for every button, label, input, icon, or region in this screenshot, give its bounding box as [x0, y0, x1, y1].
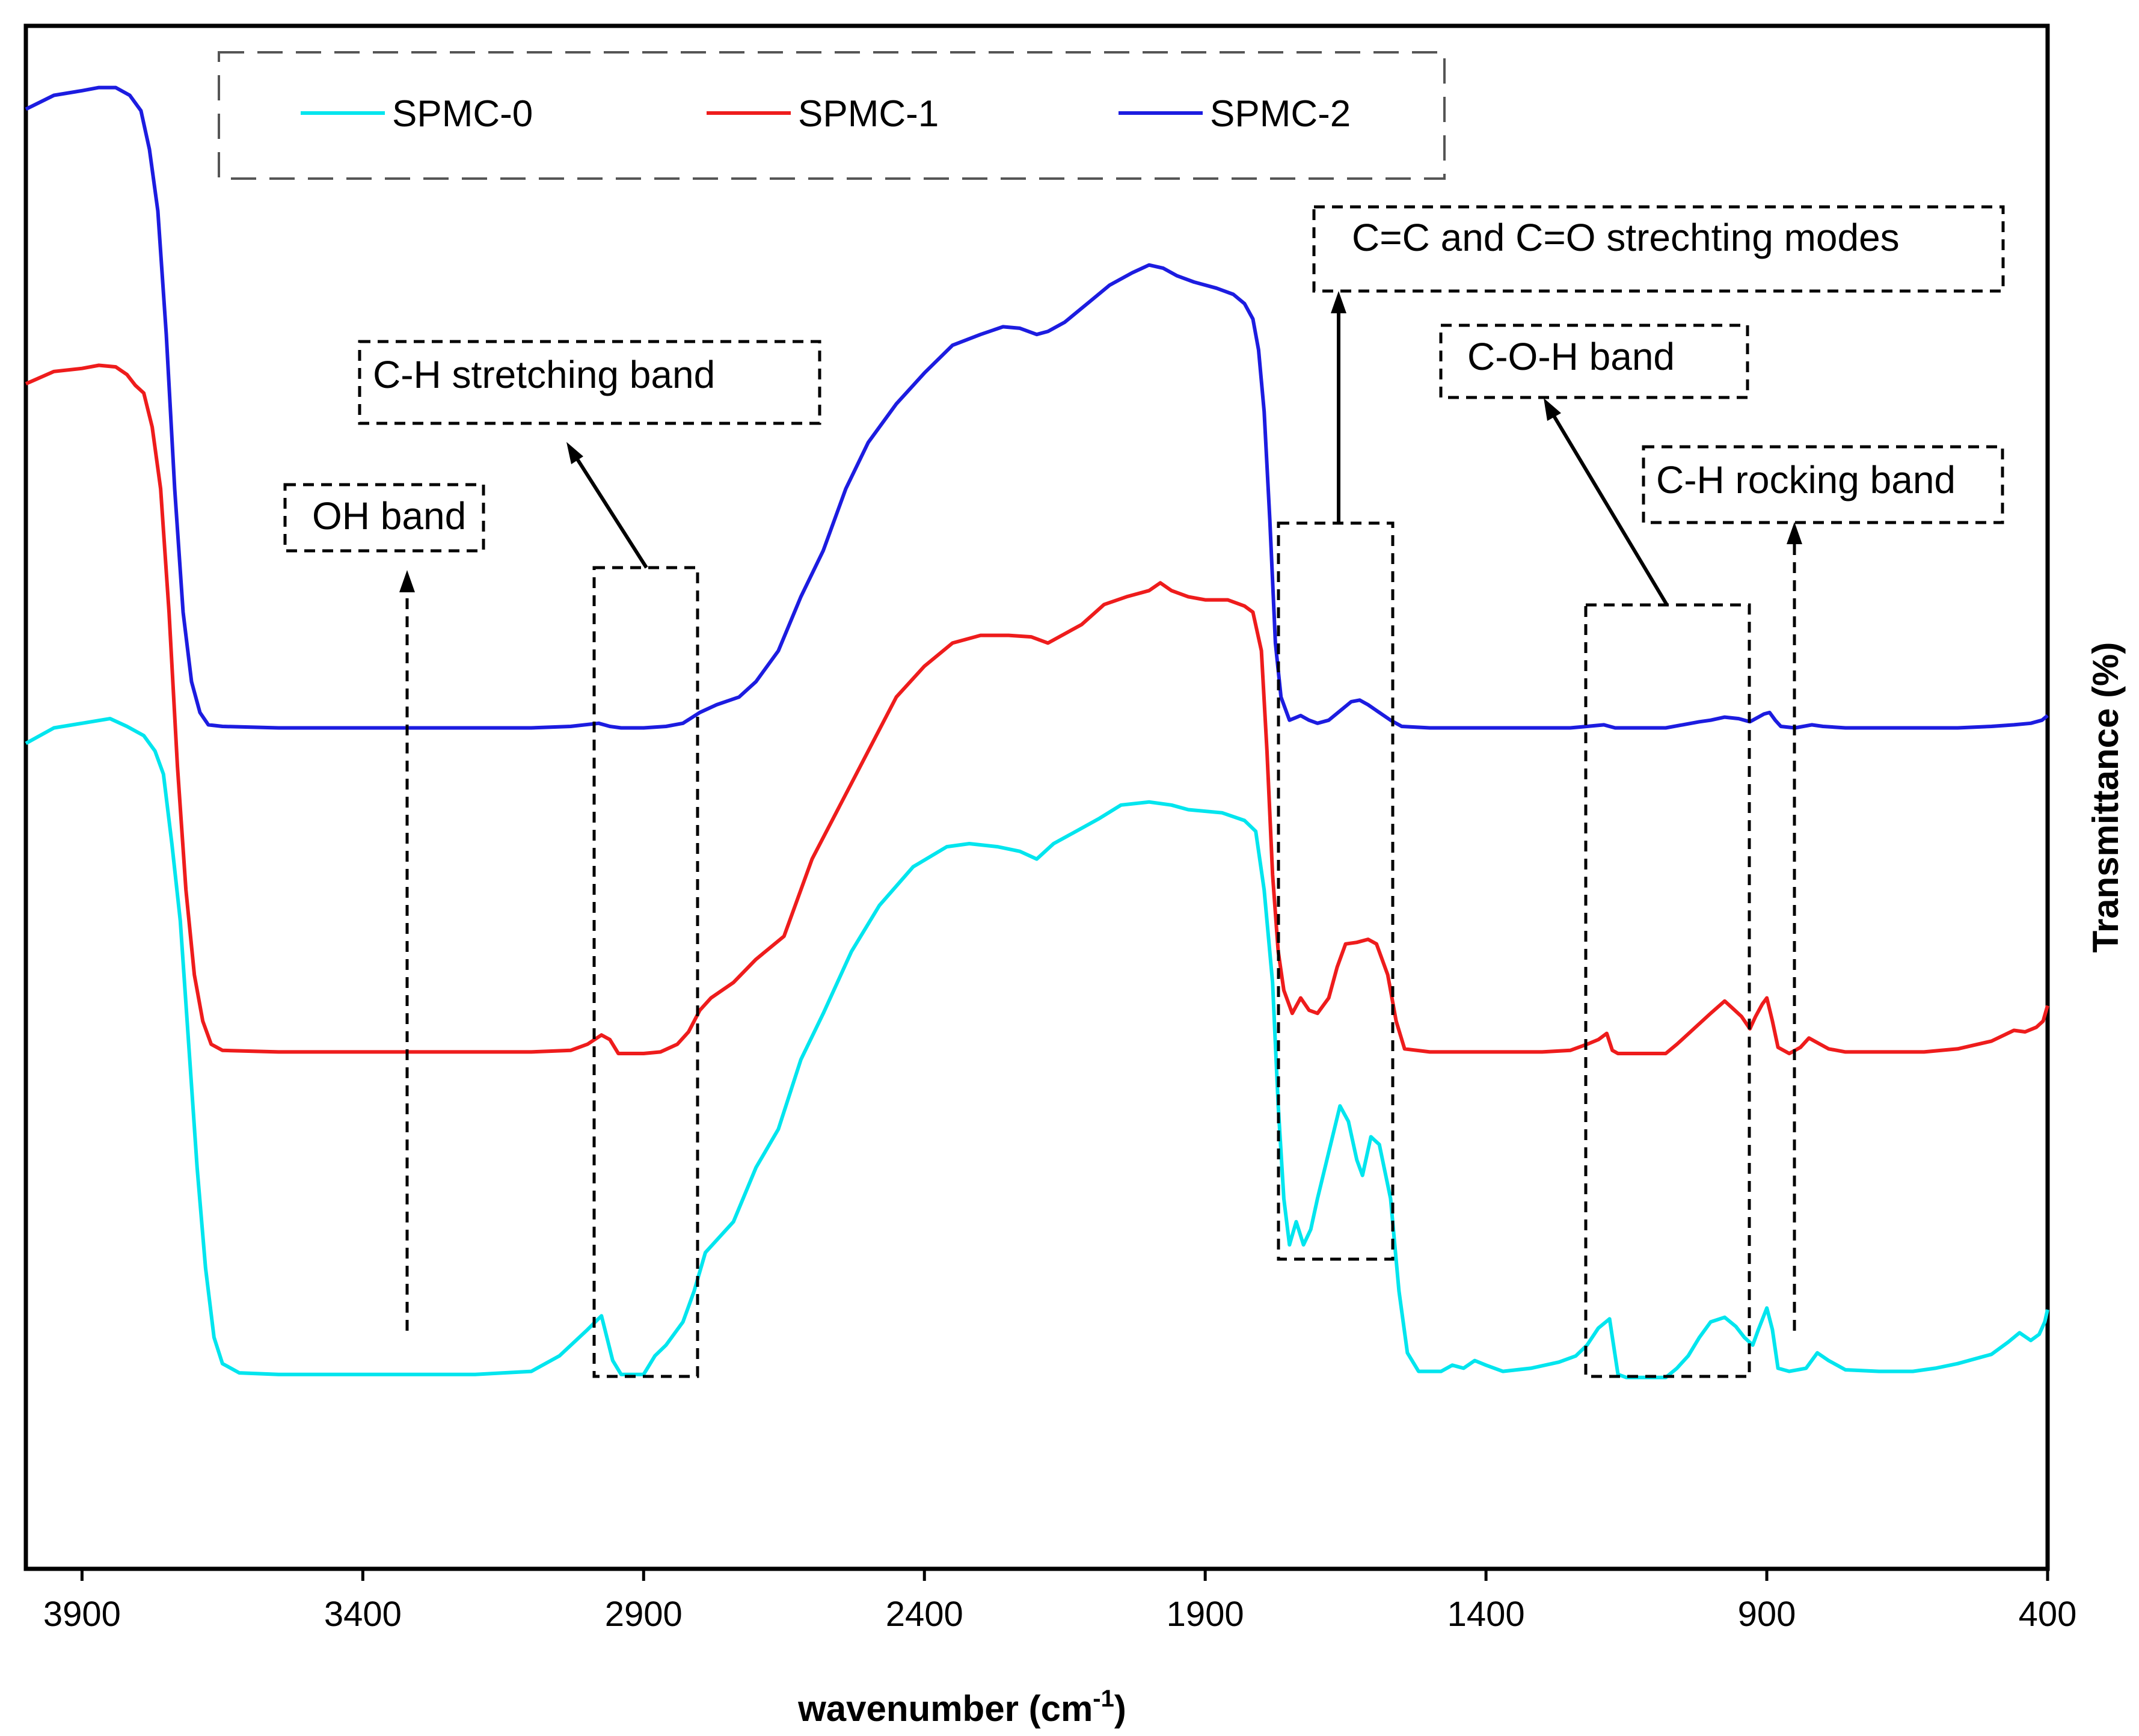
coh-region-box — [1584, 603, 1751, 1378]
x-axis: 3900 3400 2900 2400 1900 1400 900 400 — [43, 1569, 2077, 1634]
series-line-spmc-2 — [25, 85, 2049, 730]
x-tick-label-1400: 1400 — [1447, 1595, 1525, 1634]
ch-stretching-region-box — [592, 566, 699, 1378]
cc-co-label: C=C and C=O strechting modes — [1352, 216, 1900, 259]
ch-rocking-arrowhead — [1787, 522, 1802, 544]
x-tick-label-2400: 2400 — [886, 1595, 963, 1634]
annotations — [283, 205, 2005, 1378]
x-tick-label-3400: 3400 — [324, 1595, 402, 1634]
series-lines — [25, 85, 2049, 1379]
cc-co-arrowhead — [1331, 291, 1346, 313]
series-line-spmc-1 — [25, 363, 2049, 1055]
coh-label-box — [1439, 324, 1749, 399]
legend-frame — [218, 51, 1446, 180]
x-tick-label-2900: 2900 — [605, 1595, 683, 1634]
oh-band-label-box — [283, 483, 485, 553]
ch-rocking-label-box — [1642, 445, 2004, 524]
ch-stretching-arrowhead — [566, 442, 583, 464]
plot-area-frame — [23, 23, 2050, 1571]
coh-arrow — [1548, 408, 1669, 606]
x-tick-label-3900: 3900 — [43, 1595, 121, 1634]
x-tick-label-400: 400 — [2019, 1595, 2077, 1634]
solid-arrows — [571, 306, 1669, 606]
legend: SPMC-0 SPMC-1 SPMC-2 — [218, 51, 1446, 180]
legend-label-spmc-1: SPMC-1 — [798, 93, 939, 135]
ch-stretching-arrow — [571, 450, 648, 569]
oh-band-label: OH band — [312, 494, 466, 538]
y-axis-title: Transmittance (%) — [2085, 642, 2126, 953]
arrow-heads — [399, 291, 1802, 592]
x-tick-label-900: 900 — [1738, 1595, 1796, 1634]
coh-label: C-O-H band — [1467, 335, 1675, 378]
cc-co-label-box — [1312, 205, 2005, 293]
oh-band-arrowhead — [399, 570, 415, 592]
ch-stretching-label: C-H stretching band — [373, 353, 715, 396]
cc-co-region-box — [1277, 521, 1395, 1261]
coh-arrowhead — [1544, 398, 1561, 421]
x-tick-label-1900: 1900 — [1167, 1595, 1244, 1634]
ch-rocking-label: C-H rocking band — [1656, 458, 1956, 501]
legend-label-spmc-0: SPMC-0 — [392, 93, 533, 135]
series-line-spmc-0 — [25, 717, 2049, 1379]
legend-label-spmc-2: SPMC-2 — [1210, 93, 1351, 135]
x-axis-title: wavenumber (cm-1) — [797, 1685, 1126, 1729]
